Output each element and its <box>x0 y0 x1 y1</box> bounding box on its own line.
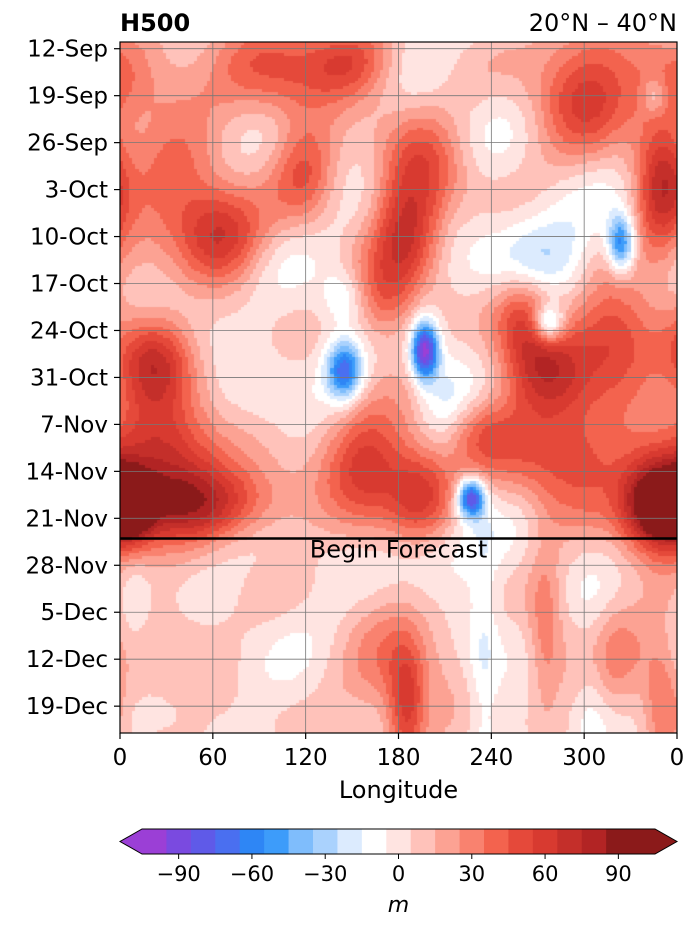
colorbar-extend-low <box>120 829 142 854</box>
colorbar-segment <box>630 829 656 854</box>
y-tick-label: 28-Nov <box>26 553 108 579</box>
colorbar-segment <box>606 829 632 854</box>
colorbar-segment <box>264 829 290 854</box>
colorbar-segment <box>386 829 412 854</box>
begin-forecast-label: Begin Forecast <box>310 535 488 563</box>
colorbar-segment <box>215 829 241 854</box>
plot-area: Begin Forecast 12-Sep 19-Sep 26-Sep 3-Oct 10… <box>26 37 685 804</box>
colorbar-segment <box>142 829 167 854</box>
colorbar-segment <box>557 829 583 854</box>
colorbar-segment <box>484 829 509 854</box>
x-axis: 0 60 120 180 240 300 0 <box>113 733 685 771</box>
x-tick-label: 240 <box>469 745 513 771</box>
y-tick-label: 12-Sep <box>27 37 108 63</box>
y-tick-label: 10-Oct <box>30 225 108 251</box>
y-tick-label: 17-Oct <box>30 272 108 298</box>
x-tick-label: 120 <box>284 745 328 771</box>
x-tick-label: 60 <box>198 745 227 771</box>
colorbar-segment <box>190 829 216 854</box>
colorbar-label: m <box>388 893 409 918</box>
x-tick-label: 180 <box>377 745 421 771</box>
colorbar-outline <box>118 828 679 855</box>
colorbar-tick-label: 90 <box>605 862 632 886</box>
x-tick-label: 0 <box>113 745 128 771</box>
colorbar-segment <box>361 829 387 854</box>
y-tick-label: 19-Sep <box>27 84 108 110</box>
y-tick-label: 31-Oct <box>30 365 108 391</box>
colorbar-segment <box>410 829 436 854</box>
colorbar-segment <box>166 829 192 854</box>
y-tick-label: 14-Nov <box>26 459 108 485</box>
y-tick-label: 3-Oct <box>45 178 108 204</box>
colorbar-tick-label: 0 <box>392 862 405 886</box>
y-tick-label: 24-Oct <box>30 318 108 344</box>
colorbar-segment <box>337 829 363 854</box>
y-axis: 12-Sep 19-Sep 26-Sep 3-Oct 10-Oct 17-Oct 24-Oc… <box>26 37 120 720</box>
colorbar-segment <box>581 829 607 854</box>
x-tick-label: 300 <box>562 745 606 771</box>
colorbar-segment <box>508 829 534 854</box>
grid-lines <box>120 42 677 733</box>
colorbar-segment <box>288 829 314 854</box>
chart-title-left: H500 <box>120 9 190 37</box>
y-tick-label: 26-Sep <box>27 131 108 157</box>
y-tick-label: 5-Dec <box>41 600 108 626</box>
colorbar-segment <box>435 829 461 854</box>
colorbar-tick-label: 60 <box>532 862 559 886</box>
colorbar-segment <box>239 829 265 854</box>
chart-title-right: 20°N – 40°N <box>529 9 677 37</box>
x-tick-label: 0 <box>670 745 685 771</box>
y-tick-label: 12-Dec <box>26 647 108 673</box>
colorbar-segment <box>459 829 485 854</box>
colorbar-segment <box>313 829 338 854</box>
x-axis-label: Longitude <box>339 776 458 804</box>
y-tick-label: 21-Nov <box>26 506 108 532</box>
colorbar-extend-high <box>655 829 677 854</box>
y-tick-label: 7-Nov <box>40 412 108 438</box>
colorbar-tick-label: −90 <box>156 862 200 886</box>
colorbar-tick-label: −30 <box>303 862 347 886</box>
y-tick-label: 19-Dec <box>26 694 108 720</box>
colorbar-segment <box>532 829 558 854</box>
colorbar-tick-label: 30 <box>458 862 485 886</box>
colorbar: −90 −60 −30 0 30 60 90 <box>118 828 679 886</box>
colorbar-tick-label: −60 <box>230 862 274 886</box>
